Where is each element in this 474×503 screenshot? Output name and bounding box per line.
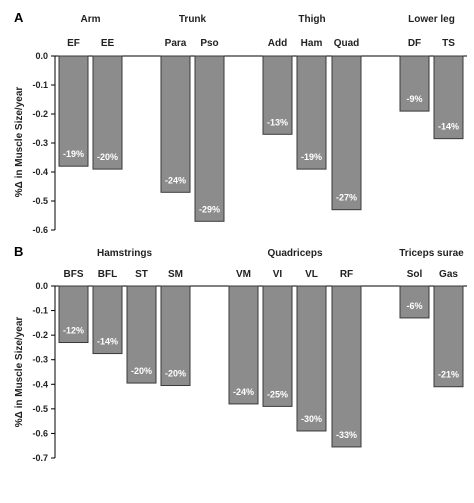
bar-ham [296, 55, 327, 170]
category-label: Quad [334, 38, 360, 49]
bar-df [399, 55, 430, 112]
data-label: -21% [438, 370, 459, 380]
category-label: RF [340, 269, 353, 280]
y-tick-label: -0.3 [32, 355, 48, 365]
group-label: Thigh [298, 14, 325, 25]
category-label: Ham [301, 38, 323, 49]
bar-gas [433, 285, 464, 388]
category-label: ST [135, 269, 148, 280]
category-label: BFL [98, 269, 117, 280]
group-label: Arm [80, 14, 100, 25]
category-label: EE [101, 38, 115, 49]
y-tick-label: -0.2 [32, 109, 48, 119]
y-tick-label: 0.0 [35, 51, 48, 61]
category-label: BFS [64, 269, 84, 280]
data-label: -30% [301, 414, 322, 424]
data-label: -14% [97, 337, 118, 347]
category-label: VL [305, 269, 318, 280]
y-tick-label: -0.3 [32, 138, 48, 148]
data-label: -24% [233, 387, 254, 397]
y-tick-label: -0.1 [32, 80, 48, 90]
group-label: Quadriceps [267, 248, 322, 259]
data-label: -27% [336, 193, 357, 203]
data-label: -14% [438, 122, 459, 132]
y-tick-label: -0.1 [32, 306, 48, 316]
category-label: Para [165, 38, 187, 49]
panel-a-letter: A [14, 10, 24, 25]
bar-quad [331, 55, 362, 211]
bar-vi [262, 285, 293, 407]
y-tick-label: -0.6 [32, 428, 48, 438]
bar-bfl [92, 285, 123, 355]
category-label: VI [273, 269, 283, 280]
group-label: Triceps surae [399, 248, 464, 259]
data-label: -24% [165, 175, 186, 185]
data-label: -29% [199, 204, 220, 214]
bar-sm [160, 285, 191, 387]
y-tick-label: -0.4 [32, 167, 48, 177]
category-label: VM [236, 269, 251, 280]
panel-b-y-axis-label: %Δ in Muscle Size/year [14, 317, 25, 428]
bar-rf [331, 285, 362, 448]
category-label: EF [67, 38, 80, 49]
bar-st [126, 285, 157, 384]
y-tick-label: -0.7 [32, 453, 48, 463]
category-label: Pso [200, 38, 218, 49]
data-label: -20% [165, 369, 186, 379]
data-label: -13% [267, 117, 288, 127]
category-label: Sol [407, 269, 423, 280]
y-tick-label: -0.5 [32, 404, 48, 414]
category-label: TS [442, 38, 455, 49]
data-label: -25% [267, 389, 288, 399]
data-label: -20% [131, 366, 152, 376]
bar-bfs [58, 285, 89, 344]
category-label: Gas [439, 269, 458, 280]
bar-vm [228, 285, 259, 405]
data-label: -33% [336, 430, 357, 440]
category-label: SM [168, 269, 183, 280]
panel-b: B %Δ in Muscle Size/year 0.0 -0.1 -0.2 -0.3… [14, 244, 467, 463]
bar-vl [296, 285, 327, 432]
y-tick-label: -0.2 [32, 330, 48, 340]
data-label: -19% [63, 149, 84, 159]
panel-b-letter: B [14, 244, 23, 259]
bar-add [262, 55, 293, 135]
group-label: Hamstrings [97, 248, 152, 259]
group-label: Lower leg [408, 14, 455, 25]
data-label: -6% [406, 301, 422, 311]
data-label: -20% [97, 152, 118, 162]
bar-ee [92, 55, 123, 170]
y-tick-label: -0.4 [32, 379, 48, 389]
y-tick-label: -0.6 [32, 225, 48, 235]
panel-a: A %Δ in Muscle Size/year 0.0 -0.1 -0.2 -0.3… [14, 10, 467, 235]
data-label: -9% [406, 94, 422, 104]
category-label: Add [268, 38, 287, 49]
y-tick-label: 0.0 [35, 281, 48, 291]
bar-sol [399, 285, 430, 319]
data-label: -12% [63, 326, 84, 336]
group-label: Trunk [179, 14, 207, 25]
y-tick-label: -0.5 [32, 196, 48, 206]
bar-ts [433, 55, 464, 140]
category-label: DF [408, 38, 421, 49]
data-label: -19% [301, 152, 322, 162]
bar-pso [194, 55, 225, 222]
bar-ef [58, 55, 89, 167]
bar-para [160, 55, 191, 193]
panel-a-y-axis-label: %Δ in Muscle Size/year [14, 87, 25, 198]
